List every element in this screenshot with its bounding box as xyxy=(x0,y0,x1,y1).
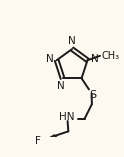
Text: N: N xyxy=(57,81,65,91)
Text: N: N xyxy=(46,54,53,64)
Text: HN: HN xyxy=(60,112,75,122)
Text: N: N xyxy=(68,36,76,46)
Text: S: S xyxy=(90,90,97,100)
Text: CH₃: CH₃ xyxy=(101,51,119,61)
Text: N: N xyxy=(91,54,98,64)
Text: F: F xyxy=(35,136,41,146)
